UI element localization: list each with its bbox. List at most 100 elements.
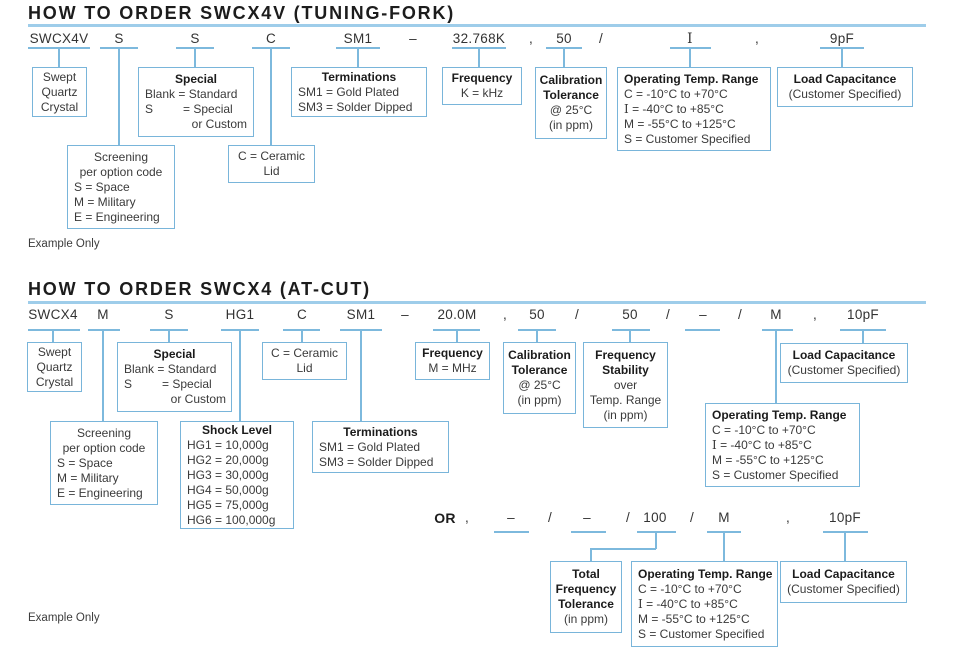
connector-line [775, 331, 777, 403]
box-line: Frequency [451, 71, 513, 85]
box-line: Swept [42, 69, 77, 84]
code-underline [685, 329, 720, 331]
box-line: S = Customer Specified [712, 467, 839, 482]
code-token: 10pF [847, 307, 879, 322]
box-line: (Customer Specified) [787, 363, 901, 377]
code-token: I [687, 31, 693, 47]
code-separator: / [598, 31, 604, 46]
box-line: Blank = Standard [124, 362, 217, 376]
code-token: HG1 [225, 307, 255, 322]
connector-line [478, 49, 480, 67]
box-line: S = Space [74, 179, 130, 194]
serif-i-glyph: I [638, 596, 643, 611]
box-line: M = MHz [428, 361, 477, 375]
code-token: C [265, 31, 277, 46]
box-line: Special [174, 72, 218, 86]
code-separator: , [812, 307, 818, 322]
special-box: Special Blank = Standard S = Special or Cu… [138, 67, 254, 137]
box-line: Calibration [539, 73, 603, 87]
operating-temp-range-box: Operating Temp. Range C = -10°C to +70°C I… [705, 403, 860, 487]
box-line: C = -10°C to +70°C [712, 422, 816, 437]
code-separator: , [785, 510, 791, 525]
box-line: Total [572, 567, 600, 581]
box-line: Tolerance [543, 88, 599, 102]
box-line: or Custom [145, 117, 248, 131]
box-line: per option code [62, 440, 146, 455]
code-underline [823, 531, 868, 533]
load-capacitance-box: Load Capacitance (Customer Specified) [777, 67, 913, 107]
box-line: (in ppm) [517, 393, 562, 407]
code-token: 20.0M [437, 307, 477, 322]
code-token: S [190, 31, 200, 46]
code-underline [221, 329, 259, 331]
box-line: C = -10°C to +70°C [638, 581, 742, 596]
ceramic-lid-box: C = Ceramic Lid [262, 342, 347, 380]
code-token: M [718, 510, 730, 525]
box-line: M = Military [74, 194, 136, 209]
connector-line [629, 331, 631, 342]
swept-quartz-crystal-box: Swept Quartz Crystal [32, 67, 87, 117]
code-separator: / [547, 510, 553, 525]
connector-line [844, 533, 846, 561]
box-line: K = kHz [460, 86, 504, 100]
example-note: Example Only [28, 238, 100, 250]
box-line: Temp. Range [589, 392, 662, 407]
box-line: Frequency [595, 347, 656, 362]
box-line: Terminations [321, 69, 397, 84]
box-line: or Custom [124, 392, 227, 406]
code-separator: OR [434, 510, 456, 526]
screening-box: Screening per option code S = Space M = Mil… [67, 145, 175, 229]
box-line: C = Ceramic [237, 149, 305, 163]
box-line: S = Special [145, 102, 233, 116]
code-token: 50 [556, 31, 572, 46]
terminations-box: Terminations SM1 = Gold Plated SM3 = Solde… [291, 67, 427, 117]
box-line: Frequency [422, 346, 483, 360]
operating-temp-range-box: Operating Temp. Range C = -10°C to +70°C I… [617, 67, 771, 151]
code-separator: , [464, 510, 470, 525]
box-line: S = Customer Specified [624, 131, 751, 146]
box-line: Stability [602, 362, 649, 377]
connector-line [655, 533, 657, 549]
load-capacitance-box: Load Capacitance (Customer Specified) [780, 343, 908, 383]
code-separator: , [528, 31, 534, 46]
code-token: M [97, 307, 109, 322]
code-separator: – [401, 307, 409, 322]
connector-line [270, 49, 272, 145]
frequency-box: Frequency K = kHz [442, 67, 522, 105]
terminations-box: Terminations SM1 = Gold Plated SM3 = Solde… [312, 421, 449, 473]
code-underline [283, 329, 320, 331]
box-line: C = -10°C to +70°C [624, 86, 728, 101]
connector-line [689, 49, 691, 67]
connector-line [456, 331, 458, 342]
code-underline [670, 47, 711, 49]
box-line: Operating Temp. Range [624, 71, 759, 86]
special-box: Special Blank = Standard S = Special or Cu… [117, 342, 232, 412]
box-line: Crystal [35, 374, 74, 389]
connector-line [102, 331, 104, 421]
box-line: Blank = Standard [145, 87, 238, 101]
code-token: – [583, 510, 591, 525]
frequency-box: Frequency M = MHz [415, 342, 490, 380]
box-line: SM3 = Solder Dipped [298, 99, 413, 114]
box-line: S = Space [57, 455, 113, 470]
code-underline [820, 47, 864, 49]
connector-line [723, 533, 725, 561]
box-line: I = -40°C to +85°C [624, 101, 724, 116]
screening-box: Screening per option code S = Space M = Mil… [50, 421, 158, 505]
code-underline [28, 329, 80, 331]
box-line: Terminations [343, 424, 418, 439]
code-token: 32.768K [452, 31, 506, 46]
serif-i-glyph: I [712, 437, 717, 452]
box-line: @ 25°C [549, 103, 593, 117]
code-underline [452, 47, 506, 49]
box-line: Load Capacitance [793, 72, 897, 86]
box-line: E = Engineering [57, 485, 143, 500]
code-token: C [296, 307, 308, 322]
code-underline [518, 329, 556, 331]
connector-line [841, 49, 843, 67]
box-line: Calibration [508, 348, 571, 362]
code-token: SWCX4 [28, 307, 78, 322]
box-line: HG2 = 20,000g [187, 452, 269, 467]
code-token: SWCX4V [29, 31, 89, 46]
box-line: (Customer Specified) [788, 87, 902, 101]
